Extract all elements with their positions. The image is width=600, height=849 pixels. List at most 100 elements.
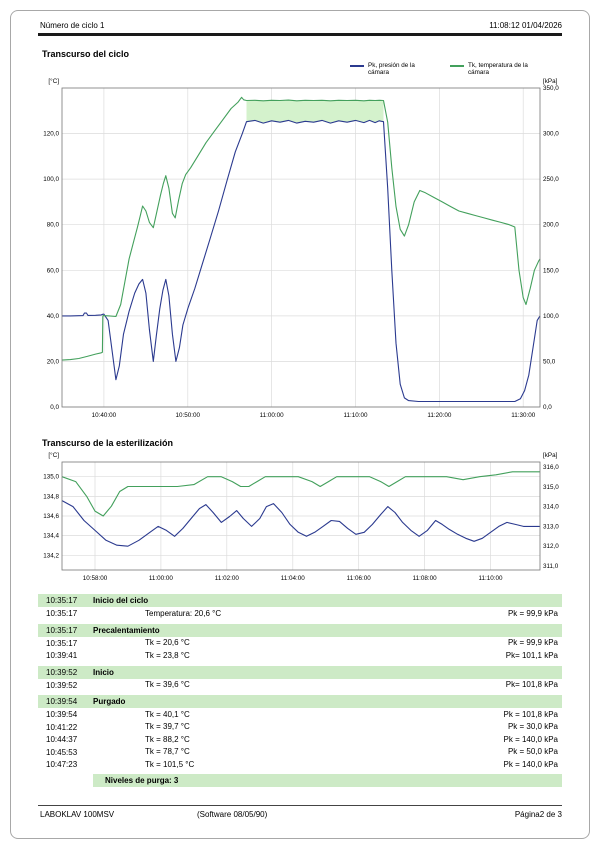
x-tick-label: 10:58:00 xyxy=(83,575,108,582)
event-row: 10:35:17 Temperatura: 20,6 °C Pk = 99,9 kP… xyxy=(38,607,562,620)
left-tick-label: 100,0 xyxy=(43,176,59,183)
event-log: 10:35:17 Inicio del ciclo 10:35:17 Temperat… xyxy=(38,594,562,787)
pressure-line-swatch xyxy=(350,65,364,67)
cycle-number-label: Número de ciclo 1 xyxy=(40,21,105,30)
event-pressure: Pk = 99,9 kPa xyxy=(507,608,558,618)
event-phase-label: Purgado xyxy=(93,697,126,706)
event-detail: Tk = 39,7 °C xyxy=(145,722,190,731)
event-pressure: Pk= 101,1 kPa xyxy=(505,650,558,660)
plot-frame xyxy=(61,87,541,408)
event-time: 10:35:17 xyxy=(46,638,78,648)
event-detail: Tk = 40,1 °C xyxy=(145,709,190,719)
right-tick-label: 150,0 xyxy=(543,267,559,274)
event-row: 10:39:52 Tk = 39,6 °C Pk= 101,8 kPa xyxy=(38,679,562,692)
event-phase-band: 10:35:17 Precalentamiento xyxy=(38,623,562,637)
legend-item-pressure: Pk, presión de la cámara xyxy=(350,62,434,76)
legend-item-temperature: Tk, temperatura de la cámara xyxy=(450,62,534,76)
software-version: (Software 08/05/90) xyxy=(197,810,268,819)
event-pressure: Pk = 99,9 kPa xyxy=(507,638,558,647)
temperature-line xyxy=(61,471,540,517)
event-row: 10:39:54 Tk = 40,1 °C Pk = 101,8 kPa xyxy=(38,708,562,721)
right-tick-label: 0,0 xyxy=(543,404,552,411)
report-datetime: 11:08:12 01/04/2026 xyxy=(489,21,562,30)
event-time: 10:39:52 xyxy=(46,680,78,690)
right-tick-label: 250,0 xyxy=(543,176,559,183)
event-row: 10:35:17 Tk = 20,6 °C Pk = 99,9 kPa xyxy=(38,637,562,650)
event-phase-time: 10:39:54 xyxy=(46,697,78,706)
event-detail: Tk = 88,2 °C xyxy=(145,734,190,744)
event-detail: Tk = 20,6 °C xyxy=(145,638,190,647)
x-tick-label: 11:06:00 xyxy=(347,575,372,582)
cycle-chart-title: Transcurso del ciclo xyxy=(42,49,130,59)
right-tick-label: 50,0 xyxy=(543,358,556,365)
purge-levels-band: Niveles de purga: 3 xyxy=(93,773,562,787)
right-tick-label: 314,0 xyxy=(543,504,559,511)
x-tick-label: 11:30:00 xyxy=(511,412,536,419)
left-tick-label: 134,2 xyxy=(43,552,59,559)
x-tick-label: 11:00:00 xyxy=(260,412,285,419)
x-tick-label: 10:50:00 xyxy=(176,412,201,419)
event-pressure: Pk = 140,0 kPa xyxy=(503,759,558,769)
right-axis-unit: [kPa] xyxy=(543,452,558,459)
event-time: 10:39:54 xyxy=(46,710,78,719)
event-row: 10:45:53 Tk = 78,7 °C Pk = 50,0 kPa xyxy=(38,746,562,759)
event-phase-band: 10:39:52 Inicio xyxy=(38,665,562,679)
left-tick-label: 134,6 xyxy=(43,513,59,520)
event-detail: Tk = 101,5 °C xyxy=(145,759,195,769)
right-tick-label: 313,0 xyxy=(543,523,559,530)
event-row: 10:39:41 Tk = 23,8 °C Pk= 101,1 kPa xyxy=(38,649,562,662)
event-time: 10:45:53 xyxy=(46,747,78,757)
event-time: 10:39:41 xyxy=(46,651,78,660)
left-tick-label: 134,8 xyxy=(43,493,59,500)
x-tick-label: 11:04:00 xyxy=(281,575,306,582)
event-detail: Tk = 23,8 °C xyxy=(145,650,190,660)
right-tick-label: 200,0 xyxy=(543,222,559,229)
x-tick-label: 11:20:00 xyxy=(427,412,452,419)
event-phase-time: 10:39:52 xyxy=(46,667,78,677)
left-tick-label: 20,0 xyxy=(47,358,60,365)
x-tick-label: 11:02:00 xyxy=(215,575,240,582)
event-phase-time: 10:35:17 xyxy=(46,625,78,635)
event-row: 10:41:22 Tk = 39,7 °C Pk = 30,0 kPa xyxy=(38,721,562,734)
event-pressure: Pk = 140,0 kPa xyxy=(503,734,558,744)
event-detail: Temperatura: 20,6 °C xyxy=(145,608,222,618)
left-tick-label: 40,0 xyxy=(47,313,60,320)
chart-legend: Pk, presión de la cámara Tk, temperatura… xyxy=(350,62,534,76)
right-tick-label: 316,0 xyxy=(543,464,559,471)
temperature-line-swatch xyxy=(450,65,464,67)
right-tick-label: 311,0 xyxy=(543,563,559,570)
x-tick-label: 11:08:00 xyxy=(413,575,438,582)
left-tick-label: 60,0 xyxy=(47,267,60,274)
left-axis-unit: [°C] xyxy=(48,451,59,459)
right-tick-label: 312,0 xyxy=(543,543,559,550)
device-model: LABOKLAV 100MSV xyxy=(40,810,115,819)
event-pressure: Pk= 101,8 kPa xyxy=(505,680,558,689)
pressure-line xyxy=(62,119,541,403)
event-phase-band: 10:35:17 Inicio del ciclo xyxy=(38,594,562,607)
event-phase-time: 10:35:17 xyxy=(46,596,78,605)
purge-levels-label: Niveles de purga: 3 xyxy=(105,775,179,785)
x-tick-label: 11:00:00 xyxy=(149,575,174,582)
left-tick-label: 0,0 xyxy=(50,404,59,411)
event-pressure: Pk = 30,0 kPa xyxy=(507,722,558,731)
left-tick-label: 134,4 xyxy=(43,533,59,540)
x-tick-label: 10:40:00 xyxy=(92,412,117,419)
event-row: 10:47:23 Tk = 101,5 °C Pk = 140,0 kPa xyxy=(38,758,562,771)
sterilization-chart: 134,2 134,4 134,6 134,8 135,0 311,0 312,0 313,0… xyxy=(43,451,559,582)
right-tick-label: 350,0 xyxy=(543,85,559,92)
legend-label-pressure: Pk, presión de la cámara xyxy=(368,62,415,76)
event-phase-label: Inicio del ciclo xyxy=(93,596,149,605)
event-time: 10:41:22 xyxy=(46,722,78,732)
left-tick-label: 80,0 xyxy=(47,222,60,229)
cycle-chart: 0,0 20,0 40,0 60,0 80,0 100,0 120,0 0,0 50,0 100,… xyxy=(43,77,559,419)
event-time: 10:44:37 xyxy=(46,735,78,744)
x-tick-label: 11:10:00 xyxy=(479,575,504,582)
sterilization-fill xyxy=(246,100,384,124)
right-tick-label: 315,0 xyxy=(543,484,559,491)
right-axis-unit: [kPa] xyxy=(543,78,558,85)
event-pressure: Pk = 50,0 kPa xyxy=(507,747,558,756)
sterilization-chart-title: Transcurso de la esterilización xyxy=(42,438,174,448)
page-border xyxy=(10,10,590,839)
temperature-line xyxy=(61,96,541,361)
